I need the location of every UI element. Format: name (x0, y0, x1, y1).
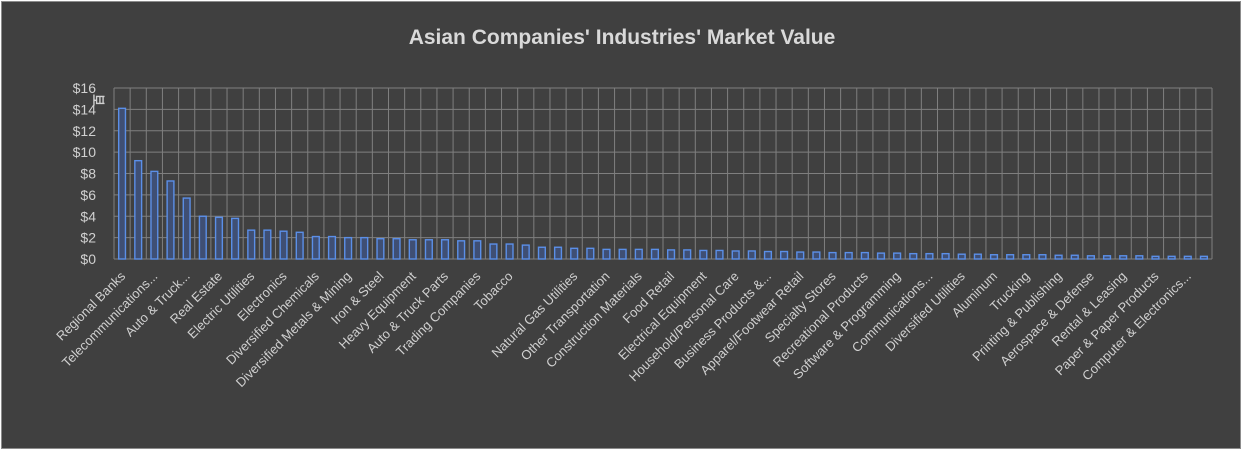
bar (1006, 254, 1015, 260)
bar (796, 251, 805, 260)
y-axis-ticks: $0 $2 $4 $6 $8 $10 $12 $14 $16 (73, 80, 97, 267)
bar (182, 197, 191, 260)
x-axis-labels: Regional BanksTelecommunications...Auto … (53, 268, 1194, 390)
bar (602, 248, 611, 260)
bar (1054, 254, 1063, 260)
bar (263, 229, 272, 260)
bar (1102, 255, 1112, 260)
y-tick-label: $12 (73, 123, 97, 139)
bar (295, 231, 304, 260)
bar (344, 236, 353, 260)
bar (424, 239, 433, 260)
y-tick-label: $6 (80, 187, 96, 203)
bar (392, 237, 401, 260)
bar (780, 250, 789, 260)
bar (198, 215, 207, 260)
bar (683, 249, 692, 260)
bar (715, 249, 724, 260)
bar (1086, 255, 1095, 260)
chart-title: Asian Companies' Industries' Market Valu… (408, 26, 836, 49)
y-tick-label: $14 (73, 101, 97, 117)
y-tick-label: $8 (80, 166, 96, 182)
bar (925, 252, 934, 260)
bar (989, 254, 999, 260)
y-axis-label: 百 (92, 94, 106, 106)
bar (505, 243, 514, 260)
bar (489, 243, 498, 260)
bar (1119, 255, 1128, 260)
bar (1038, 254, 1047, 260)
y-tick-label: $4 (80, 208, 96, 224)
bar (360, 236, 369, 260)
bar (731, 250, 740, 260)
bar (1022, 254, 1031, 260)
bar (586, 247, 595, 260)
bar (231, 217, 240, 260)
bar (634, 248, 643, 260)
bar (440, 239, 450, 260)
bar (537, 246, 546, 260)
bar (957, 253, 966, 260)
bar (570, 247, 579, 260)
bar (763, 250, 773, 260)
bar (1070, 254, 1079, 260)
bar (473, 240, 482, 260)
bar (553, 246, 563, 260)
bar (327, 235, 337, 260)
bar (941, 252, 950, 260)
bars (117, 107, 1209, 260)
bar (1183, 255, 1192, 260)
bar (650, 248, 660, 260)
bar (311, 235, 320, 260)
y-tick-label: $10 (73, 144, 97, 160)
bar (166, 180, 175, 260)
bar (117, 107, 127, 260)
bar (618, 248, 627, 260)
bar (457, 240, 466, 260)
bar (860, 251, 869, 260)
bar (247, 229, 256, 260)
bar (973, 253, 982, 260)
bar (1167, 255, 1176, 260)
bar (279, 230, 288, 260)
bar (876, 252, 886, 260)
bar (150, 170, 159, 260)
gridlines (113, 87, 1213, 260)
bar (1199, 255, 1209, 260)
bar (893, 252, 902, 260)
y-tick-label: $16 (73, 80, 97, 96)
bar (408, 239, 417, 260)
bar (909, 252, 918, 260)
bar (1135, 255, 1144, 260)
bar (747, 250, 756, 260)
y-tick-label: $0 (80, 251, 96, 267)
bar (812, 251, 821, 260)
bar (1151, 255, 1160, 260)
bar (214, 216, 224, 260)
bar (699, 249, 708, 260)
bar (521, 244, 530, 260)
bar (828, 251, 837, 260)
y-tick-label: $2 (80, 230, 96, 246)
bar (844, 251, 853, 260)
bar (666, 249, 676, 260)
bar (134, 159, 143, 260)
bar (376, 237, 385, 260)
